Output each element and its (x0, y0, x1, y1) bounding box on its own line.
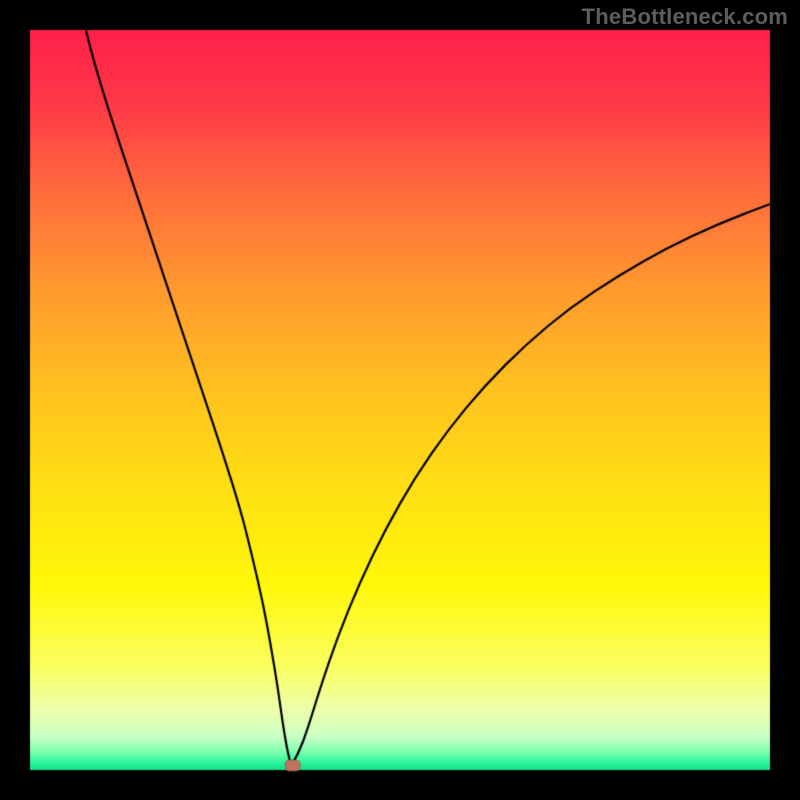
bottleneck-curve (0, 0, 800, 800)
watermark-text: TheBottleneck.com (582, 4, 788, 30)
